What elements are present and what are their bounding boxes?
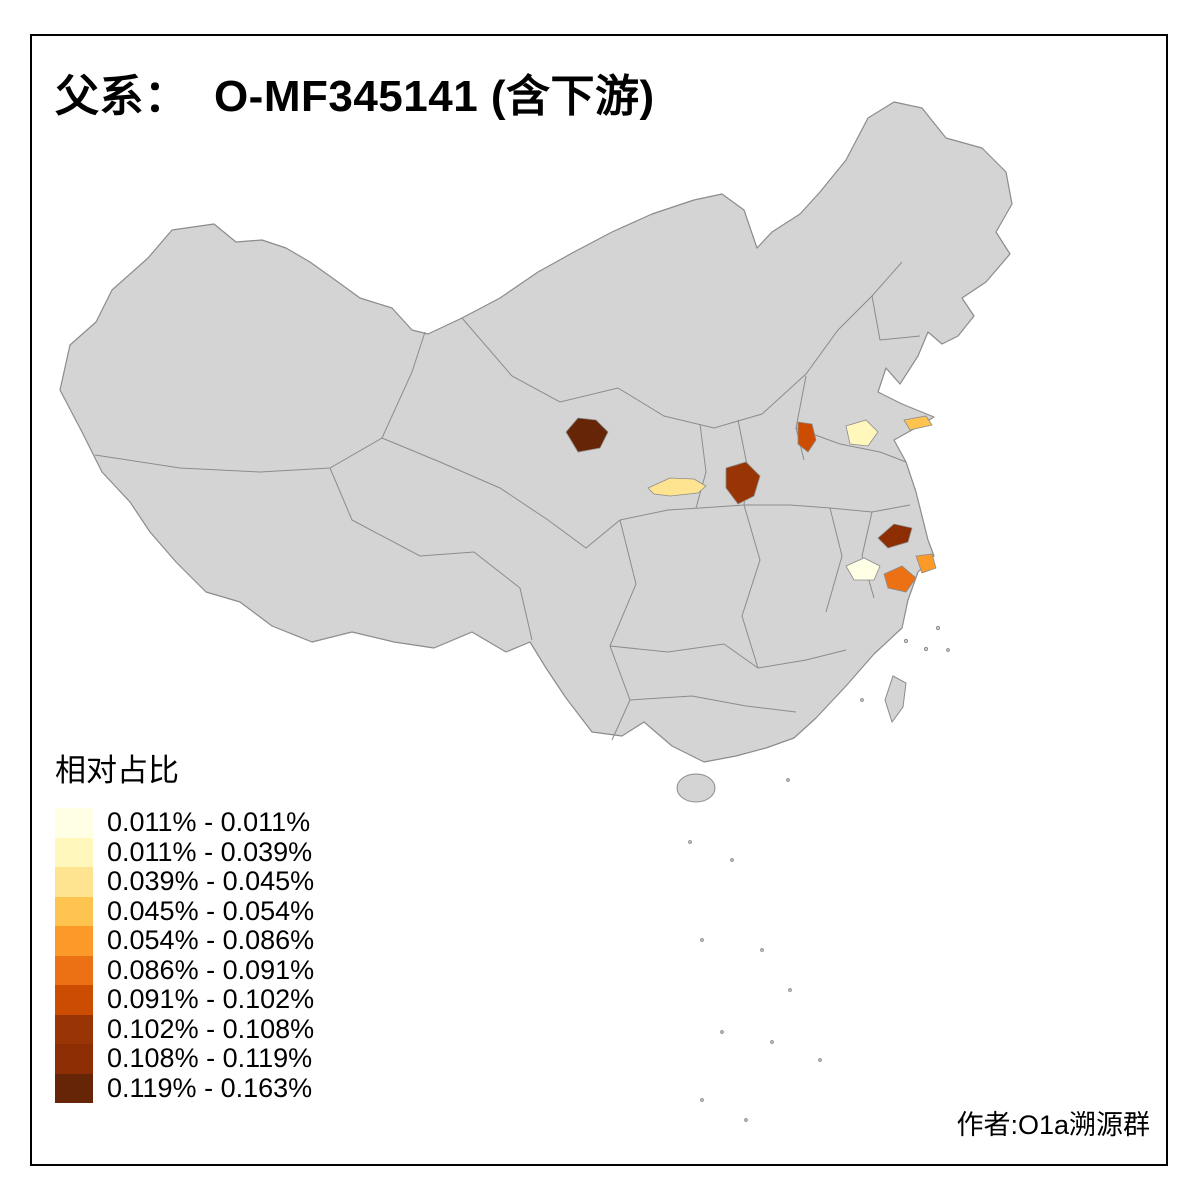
- page-title: 父系： O-MF345141 (含下游): [55, 72, 655, 121]
- legend-range-label: 0.011% - 0.011%: [107, 807, 311, 838]
- legend-row: 0.011% - 0.039%: [55, 836, 314, 867]
- legend-color-swatch: [55, 1014, 93, 1044]
- shanghai-region: [915, 553, 937, 574]
- anhui-south-region: [845, 557, 881, 581]
- legend-row: 0.011% - 0.011%: [55, 807, 314, 838]
- province-borders: [94, 261, 921, 741]
- highlighted-regions: [565, 415, 937, 593]
- author-credit: 作者:O1a溯源群: [956, 1110, 1150, 1140]
- zhejiang-north-region: [883, 565, 917, 593]
- legend-range-label: 0.011% - 0.039%: [107, 836, 313, 867]
- legend-range-label: 0.045% - 0.054%: [107, 895, 315, 926]
- legend-range-label: 0.054% - 0.086%: [107, 925, 315, 956]
- legend-color-swatch: [55, 896, 93, 926]
- legend-row: 0.086% - 0.091%: [55, 954, 315, 985]
- hainan-island-shape: [676, 773, 716, 803]
- legend-row: 0.045% - 0.054%: [55, 895, 315, 926]
- legend-entries: 0.011% - 0.011% 0.011% - 0.039% 0.039% - 0…: [55, 807, 315, 1103]
- jiangsu-south-region: [877, 523, 913, 549]
- henan-region: [725, 461, 761, 505]
- shandong-central-region: [845, 419, 879, 447]
- legend-range-label: 0.086% - 0.091%: [107, 954, 315, 985]
- legend-range-label: 0.039% - 0.045%: [107, 866, 315, 897]
- legend-row: 0.091% - 0.102%: [55, 984, 315, 1015]
- legend-title: 相对占比: [55, 753, 179, 788]
- legend-color-swatch: [55, 1044, 93, 1074]
- qinghai-gansu-region: [565, 417, 609, 453]
- legend-color-swatch: [55, 867, 93, 897]
- legend-row: 0.108% - 0.119%: [55, 1043, 314, 1074]
- legend-range-label: 0.119% - 0.163%: [107, 1072, 313, 1103]
- taiwan-island-shape: [884, 675, 907, 724]
- legend-color-swatch: [55, 955, 93, 985]
- china-mainland-shape: [59, 101, 1013, 763]
- shaanxi-south-region: [647, 477, 707, 497]
- legend-range-label: 0.091% - 0.102%: [107, 984, 315, 1015]
- legend-row: 0.039% - 0.045%: [55, 866, 315, 897]
- legend-color-swatch: [55, 808, 93, 838]
- legend-color-swatch: [55, 926, 93, 956]
- legend: 相对占比 0.011% - 0.011% 0.011% - 0.039% 0.039…: [55, 745, 314, 1103]
- legend-color-swatch: [55, 985, 93, 1015]
- legend-color-swatch: [55, 837, 93, 867]
- legend-row: 0.102% - 0.108%: [55, 1013, 315, 1044]
- legend-range-label: 0.102% - 0.108%: [107, 1013, 315, 1044]
- minor-islands: [688, 625, 950, 1122]
- legend-row: 0.119% - 0.163%: [55, 1072, 314, 1103]
- shandong-peninsula-region: [903, 415, 933, 431]
- shandong-west-region: [797, 421, 817, 453]
- legend-color-swatch: [55, 1073, 93, 1103]
- legend-row: 0.054% - 0.086%: [55, 925, 315, 956]
- legend-range-label: 0.108% - 0.119%: [107, 1043, 313, 1074]
